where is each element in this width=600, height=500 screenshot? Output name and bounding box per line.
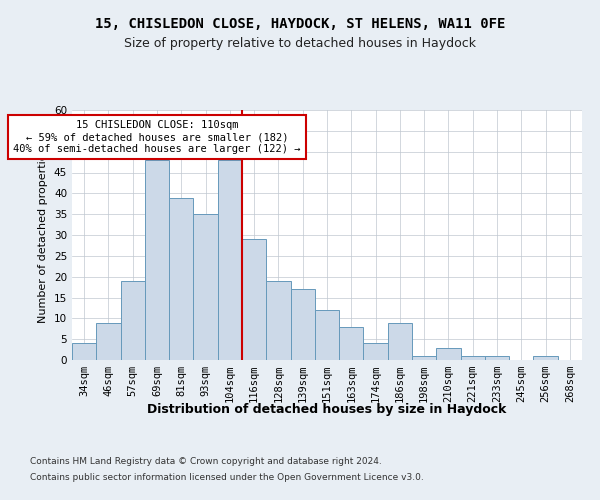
- Bar: [388, 322, 412, 360]
- Bar: [290, 289, 315, 360]
- Text: 15 CHISLEDON CLOSE: 110sqm
← 59% of detached houses are smaller (182)
40% of sem: 15 CHISLEDON CLOSE: 110sqm ← 59% of deta…: [13, 120, 301, 154]
- Text: Contains HM Land Registry data © Crown copyright and database right 2024.: Contains HM Land Registry data © Crown c…: [30, 458, 382, 466]
- Bar: [315, 310, 339, 360]
- Bar: [364, 344, 388, 360]
- Bar: [485, 356, 509, 360]
- Bar: [266, 281, 290, 360]
- Bar: [218, 160, 242, 360]
- Bar: [533, 356, 558, 360]
- Bar: [169, 198, 193, 360]
- Text: 15, CHISLEDON CLOSE, HAYDOCK, ST HELENS, WA11 0FE: 15, CHISLEDON CLOSE, HAYDOCK, ST HELENS,…: [95, 18, 505, 32]
- Text: Size of property relative to detached houses in Haydock: Size of property relative to detached ho…: [124, 38, 476, 51]
- Bar: [72, 344, 96, 360]
- Bar: [339, 326, 364, 360]
- Bar: [121, 281, 145, 360]
- Bar: [242, 239, 266, 360]
- Y-axis label: Number of detached properties: Number of detached properties: [38, 148, 49, 322]
- Text: Contains public sector information licensed under the Open Government Licence v3: Contains public sector information licen…: [30, 472, 424, 482]
- Bar: [436, 348, 461, 360]
- Bar: [193, 214, 218, 360]
- Bar: [412, 356, 436, 360]
- Bar: [145, 160, 169, 360]
- Bar: [461, 356, 485, 360]
- Bar: [96, 322, 121, 360]
- Text: Distribution of detached houses by size in Haydock: Distribution of detached houses by size …: [148, 402, 506, 415]
